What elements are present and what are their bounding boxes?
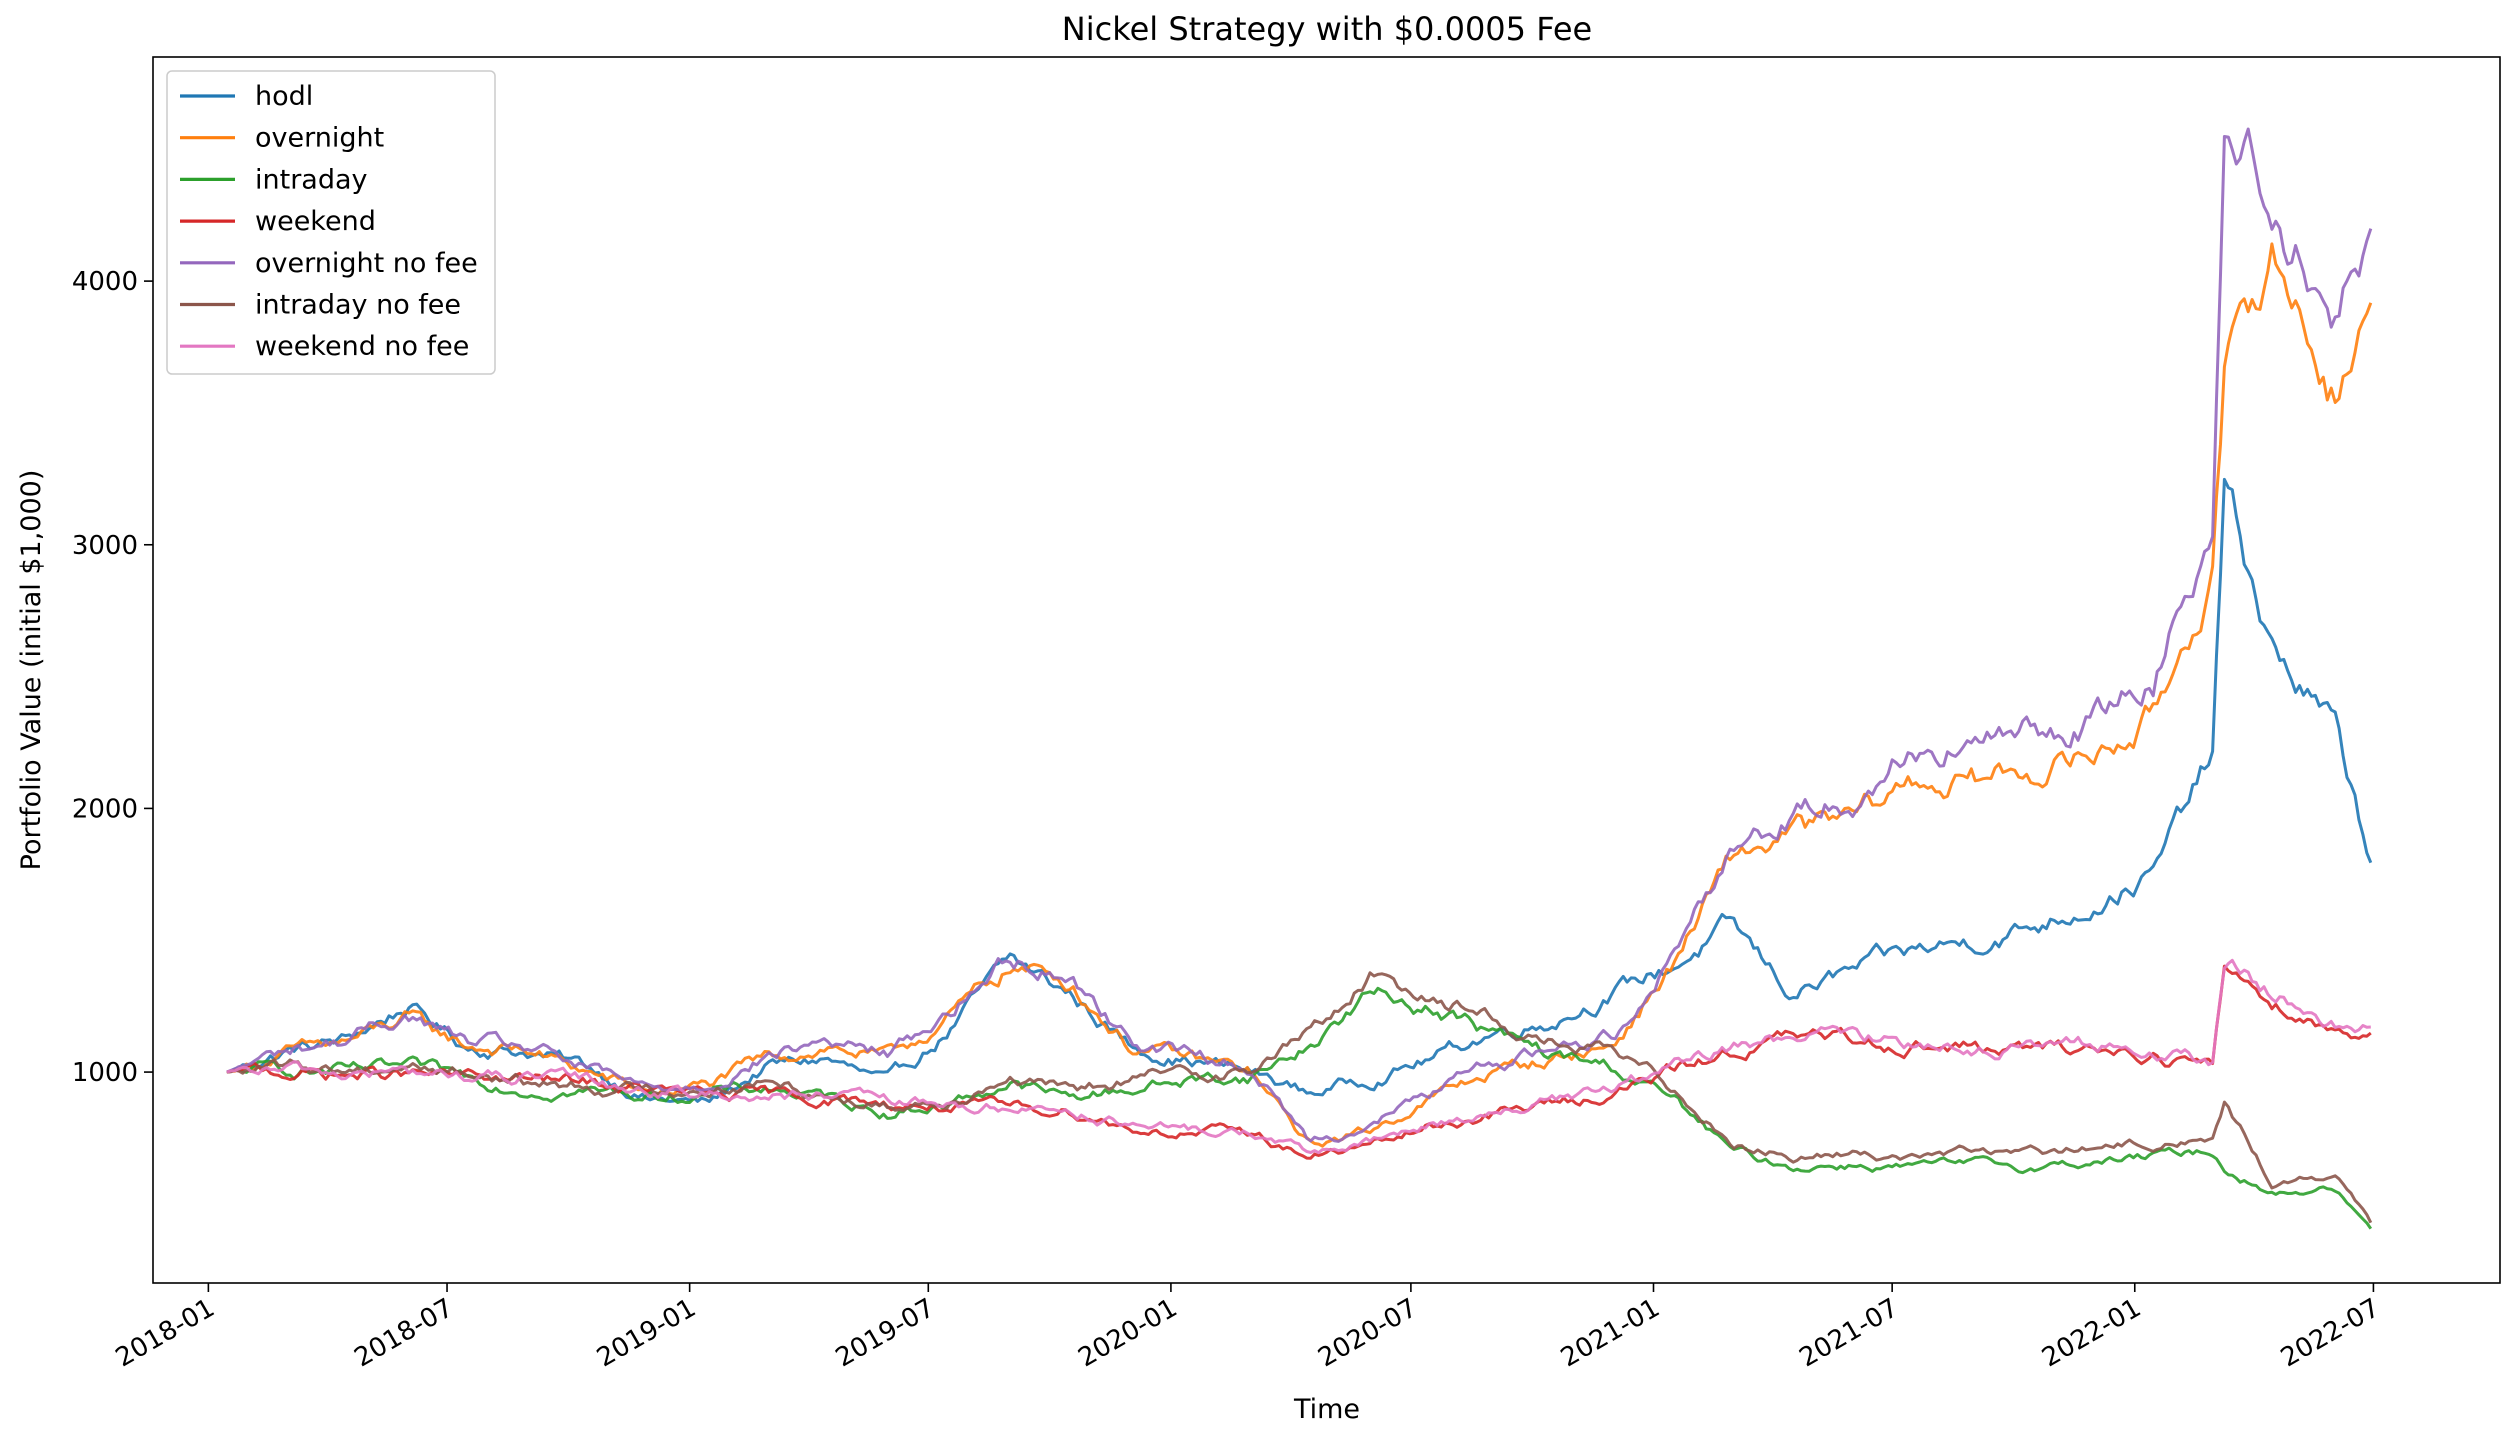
plot-frame	[152, 56, 2501, 1284]
legend-label-weekend-no-fee: weekend no fee	[255, 331, 469, 362]
legend-label-hodl: hodl	[255, 81, 313, 112]
legend-label-overnight-no-fee: overnight no fee	[255, 248, 478, 279]
legend-label-intraday-no-fee: intraday no fee	[255, 290, 461, 321]
legend-label-intraday: intraday	[255, 164, 368, 195]
y-tick-label: 4000	[72, 267, 138, 297]
chart-title: Nickel Strategy with $0.0005 Fee	[1062, 10, 1592, 48]
legend-label-overnight: overnight	[255, 123, 384, 154]
series-line-overnight	[226, 242, 2373, 1148]
series-layer	[226, 127, 2373, 1230]
series-line-intraday	[226, 986, 2373, 1230]
y-axis-title: Portfolio Value (initial $1,000)	[16, 470, 47, 871]
y-tick-label: 2000	[72, 794, 138, 824]
legend-label-weekend: weekend	[255, 206, 376, 237]
y-tick-label: 3000	[72, 531, 138, 561]
y-axis: 1000 2000 3000 4000	[72, 267, 153, 1088]
series-line-intraday-no-fee	[226, 971, 2373, 1224]
x-axis-title: Time	[1293, 1394, 1360, 1425]
legend-box	[166, 70, 496, 375]
series-line-overnight-no-fee	[226, 127, 2373, 1143]
y-tick-label: 1000	[72, 1058, 138, 1088]
series-line-weekend-no-fee	[226, 958, 2371, 1155]
legend: hodl overnight intraday weekend overnight no…	[166, 70, 496, 375]
